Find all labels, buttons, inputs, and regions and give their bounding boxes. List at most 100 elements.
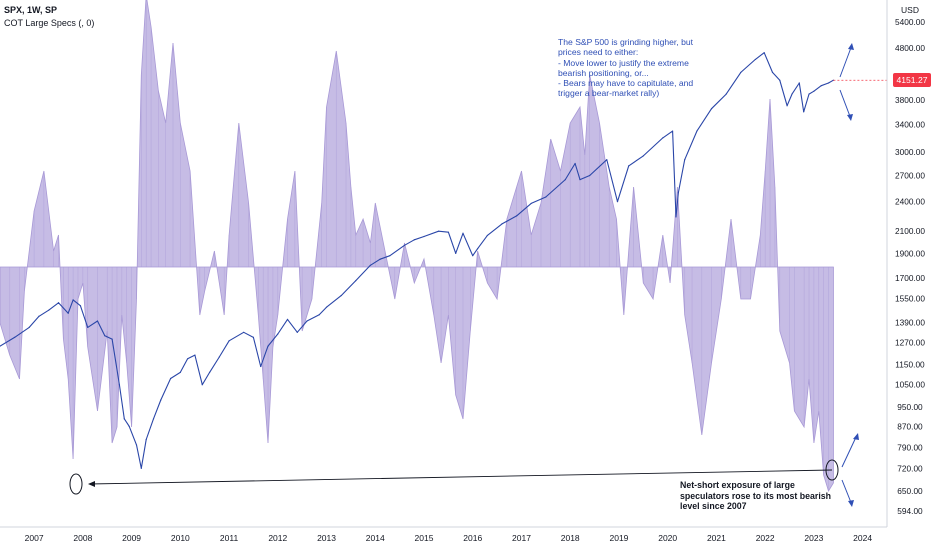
x-tick-label: 2011 xyxy=(220,533,239,543)
spx-point xyxy=(389,255,391,257)
spx-point xyxy=(786,105,788,107)
x-tick-label: 2010 xyxy=(171,533,190,543)
spx-point xyxy=(267,345,269,347)
spx-point xyxy=(355,279,357,282)
y-tick-label: 1390.00 xyxy=(895,318,925,328)
spx-point xyxy=(477,248,479,250)
x-tick-label: 2022 xyxy=(756,533,775,543)
spx-point xyxy=(438,230,440,232)
spx-point xyxy=(14,336,16,338)
spx-point xyxy=(545,196,547,198)
price-layer xyxy=(0,52,887,469)
spx-point xyxy=(725,93,727,95)
spx-point xyxy=(67,312,69,314)
spx-point xyxy=(798,82,800,84)
spx-point xyxy=(187,358,189,360)
spx-point xyxy=(710,108,713,110)
cot-layer xyxy=(0,0,834,492)
spx-point xyxy=(447,231,449,233)
legend-indicator[interactable]: COT Large Specs (, 0) xyxy=(4,18,95,28)
bearish-line-arrowhead xyxy=(88,481,95,487)
spx-point xyxy=(0,345,1,347)
spx-point xyxy=(286,318,289,320)
spx-point xyxy=(318,314,320,316)
spx-point xyxy=(696,130,698,132)
y-tick-label: 594.00 xyxy=(897,506,923,516)
spx-point xyxy=(128,425,130,427)
chart-legend: SPX, 1W, SP COT Large Specs (, 0) xyxy=(4,4,94,30)
spx-point xyxy=(379,258,381,260)
circle-2023-marker xyxy=(825,459,839,481)
spx-point xyxy=(104,335,106,337)
spx-point xyxy=(403,244,406,246)
spx-point xyxy=(616,200,619,203)
price-unit-label: USD xyxy=(901,5,919,15)
spx-point xyxy=(277,333,279,335)
y-tick-label: 1150.00 xyxy=(895,360,925,370)
spx-point xyxy=(564,179,566,181)
spx-point xyxy=(296,331,298,333)
x-tick-label: 2023 xyxy=(804,533,823,543)
spx-point xyxy=(118,384,121,386)
spx-point xyxy=(194,354,196,356)
spx-point xyxy=(306,320,308,322)
annotation-net-short[interactable]: Net-short exposure of large speculators … xyxy=(680,480,832,511)
x-tick-label: 2009 xyxy=(122,533,141,543)
spx-point xyxy=(671,130,674,132)
spx-point xyxy=(228,340,230,342)
y-tick-label: 4800.00 xyxy=(895,43,925,53)
y-tick-label: 790.00 xyxy=(897,443,923,453)
x-tick-label: 2015 xyxy=(415,533,434,543)
spx-point xyxy=(628,165,630,167)
legend-main-series[interactable]: SPX, 1W, SP xyxy=(4,5,58,15)
bearish-level-line xyxy=(88,469,833,485)
spx-point xyxy=(208,371,211,373)
spx-point xyxy=(169,377,172,380)
spx-point xyxy=(754,58,757,61)
spx-point xyxy=(243,331,245,333)
spx-point xyxy=(179,371,181,373)
y-tick-label: 3800.00 xyxy=(895,95,925,105)
spx-point xyxy=(740,71,742,74)
spx-point xyxy=(813,90,815,92)
last-price-badge: 4151.27 xyxy=(893,73,931,88)
spx-point xyxy=(516,215,518,217)
x-tick-label: 2012 xyxy=(268,533,287,543)
spx-point xyxy=(87,326,89,328)
spx-point xyxy=(160,399,162,401)
spx-point xyxy=(579,179,581,181)
drawings-layer xyxy=(69,43,859,507)
x-tick-label: 2008 xyxy=(73,533,92,543)
spx-price-line xyxy=(0,52,834,469)
spx-point xyxy=(574,162,576,165)
y-tick-label: 2400.00 xyxy=(895,197,925,207)
spx-point xyxy=(486,234,488,237)
spx-point xyxy=(79,305,82,307)
x-tick-label: 2021 xyxy=(707,533,726,543)
spx-point xyxy=(423,235,425,238)
spx-point xyxy=(201,384,203,386)
y-tick-label: 870.00 xyxy=(897,421,923,431)
scenario-up-arrow-top-head xyxy=(848,43,854,50)
spx-point xyxy=(340,294,342,297)
spx-point xyxy=(369,264,371,266)
spx-point xyxy=(779,79,781,81)
spx-point xyxy=(606,159,608,161)
y-tick-label: 1050.00 xyxy=(895,380,925,390)
x-tick-label: 2024 xyxy=(853,533,872,543)
spx-point xyxy=(677,191,680,194)
y-tick-label: 3400.00 xyxy=(895,119,925,129)
y-tick-label: 950.00 xyxy=(897,402,923,412)
scenario-down-arrow-bottom-head xyxy=(848,500,854,507)
spx-point xyxy=(38,315,40,317)
y-tick-label: 5400.00 xyxy=(895,17,925,27)
x-tick-label: 2007 xyxy=(25,533,44,543)
x-tick-label: 2017 xyxy=(512,533,531,543)
annotation-scenarios[interactable]: The S&P 500 is grinding higher, but pric… xyxy=(558,37,694,99)
y-tick-label: 720.00 xyxy=(897,463,923,473)
spx-point xyxy=(72,299,74,301)
spx-point xyxy=(530,202,532,205)
